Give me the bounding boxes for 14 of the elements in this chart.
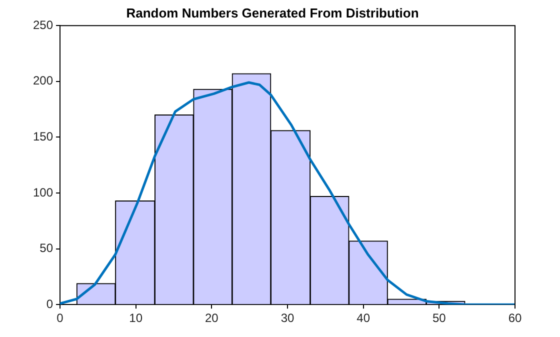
x-tick-label: 50 bbox=[432, 311, 446, 326]
y-tick-label: 250 bbox=[32, 18, 54, 32]
x-tick-label: 40 bbox=[356, 311, 370, 326]
y-tick-label: 50 bbox=[40, 241, 54, 256]
chart-title: Random Numbers Generated From Distribution bbox=[126, 5, 419, 20]
x-tick-label: 60 bbox=[508, 311, 522, 326]
x-tick-label: 20 bbox=[205, 311, 219, 326]
y-tick-label: 200 bbox=[32, 74, 54, 88]
y-tick-label: 150 bbox=[32, 130, 54, 144]
y-tick-label: 0 bbox=[46, 296, 54, 311]
x-tick-label: 30 bbox=[280, 311, 295, 326]
x-tick-label: 0 bbox=[56, 311, 64, 326]
x-tick-label: 10 bbox=[129, 311, 143, 326]
y-tick-label: 100 bbox=[32, 185, 54, 200]
